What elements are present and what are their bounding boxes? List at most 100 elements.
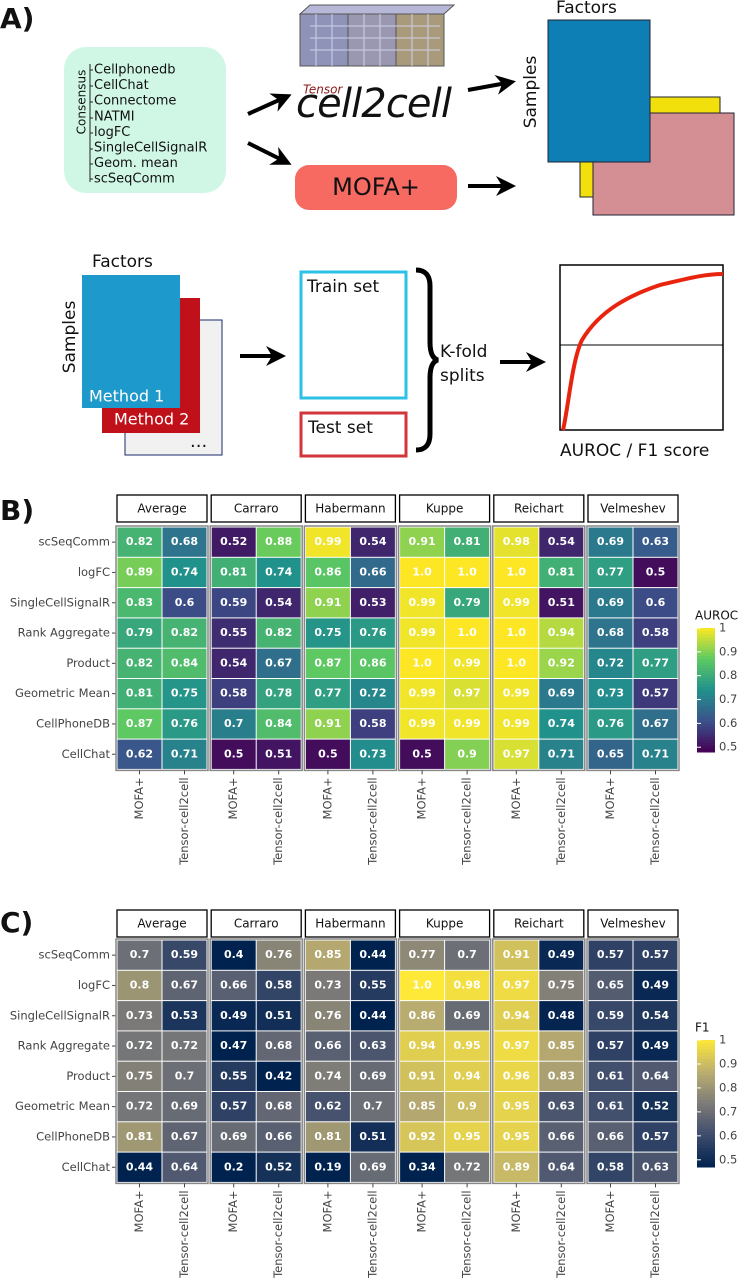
bracket [89,64,93,182]
cell [539,1122,584,1152]
cell-label: 0.55 [359,978,386,991]
cell [400,588,445,618]
cell-label: 0.72 [597,656,624,669]
colorbar-segment [697,1062,715,1066]
colorbar-segment [697,1068,715,1073]
cell [539,1152,584,1182]
facet-label: Habermann [315,502,385,516]
cell-label: 0.92 [548,656,575,669]
cell-label: 0.92 [409,1130,436,1143]
cell-label: 0.67 [642,717,669,730]
colorbar-segment [697,631,715,635]
cell [256,709,301,739]
cell-label: 0.59 [171,948,198,961]
cell [162,1092,207,1122]
cell-label: 0.95 [454,1039,481,1052]
cell-label: 0.81 [126,1130,153,1143]
cell-label: 0.69 [454,1009,481,1022]
cell [445,739,490,769]
colorbar-segment [697,652,715,657]
cell-label: 0.99 [503,687,530,700]
facet-header [493,909,585,938]
cell [305,527,350,557]
cell [494,739,539,769]
cell-label: 0.77 [642,656,669,669]
cell [494,618,539,648]
cell [305,970,350,1001]
cell [445,527,490,557]
cell [400,1152,445,1182]
tensor-icon [298,4,456,67]
col-label: Tensor-cell2cell [460,777,474,866]
cell-label: 0.44 [359,948,386,961]
cell-label: 0.7 [224,717,244,730]
cell-label: 0.61 [597,1100,624,1113]
cell-label: 0.73 [359,747,386,760]
facet-frame [115,525,209,772]
row-label: Rank Aggregate [18,1039,110,1053]
cell-label: 0.5 [412,747,432,760]
facet-label: Habermann [315,917,385,931]
cell [633,588,678,618]
cell-label: 0.66 [265,1130,292,1143]
col-label: Tensor-cell2cell [554,1190,568,1279]
cell [305,940,350,970]
cell-label: 0.58 [265,978,292,991]
col-label: Tensor-cell2cell [177,1190,191,1279]
cell [117,527,162,557]
colorbar-segment [697,702,715,706]
col-label: Tensor-cell2cell [460,1190,474,1279]
cell [494,1031,539,1061]
cell [588,618,633,648]
cell [633,1061,678,1091]
cell-label: 0.75 [126,1069,153,1082]
cell [400,1001,445,1031]
cell-label: 0.99 [454,717,481,730]
cell [305,1122,350,1152]
colorbar-segment [697,748,715,753]
cell [400,618,445,648]
col-label: Tensor-cell2cell [554,777,568,866]
factors-label: Factors [556,0,617,18]
cell [588,527,633,557]
colorbar-segment [697,1040,715,1044]
colorbar-segment [697,1154,715,1158]
colorbar-segment [697,1097,715,1101]
cell-label: 0.74 [314,1069,341,1082]
cell-label: 0.72 [171,1039,198,1052]
cell [588,588,633,618]
colorbar-segment [697,1141,715,1146]
cell-label: 0.63 [642,1160,669,1173]
cell [539,648,584,678]
colorbar-tick-label: 0.7 [719,1104,737,1118]
colorbar-segment [697,634,715,638]
cell-label: 0.42 [265,1069,292,1082]
colorbar-segment [697,1065,715,1070]
cell-label: 0.78 [265,687,292,700]
train-box [299,270,408,400]
cell [400,679,445,709]
cell-label: 0.57 [642,687,669,700]
cell-label: 0.69 [548,687,575,700]
facet-label: Reichart [514,917,564,931]
facet-frame [397,938,492,1185]
cell-label: 0.58 [642,626,669,639]
cell [162,739,207,769]
cell [162,618,207,648]
cell-label: 0.62 [314,1100,341,1113]
colorbar-segment [697,730,715,734]
cell [400,1061,445,1091]
colorbar-segment [697,724,715,728]
colorbar-segment [697,1081,715,1085]
cell-label: 0.66 [548,1130,575,1143]
colorbar-segment [697,680,715,685]
cell-label: 0.77 [597,565,624,578]
cell-label: 0.94 [409,1039,436,1052]
cell [400,940,445,970]
cell [400,527,445,557]
colorbar-segment [697,1147,715,1152]
colorbar-segment [697,1084,715,1089]
colorbar-tick-label: 0.8 [719,668,737,682]
cell [117,618,162,648]
cell-label: 0.7 [130,948,150,961]
